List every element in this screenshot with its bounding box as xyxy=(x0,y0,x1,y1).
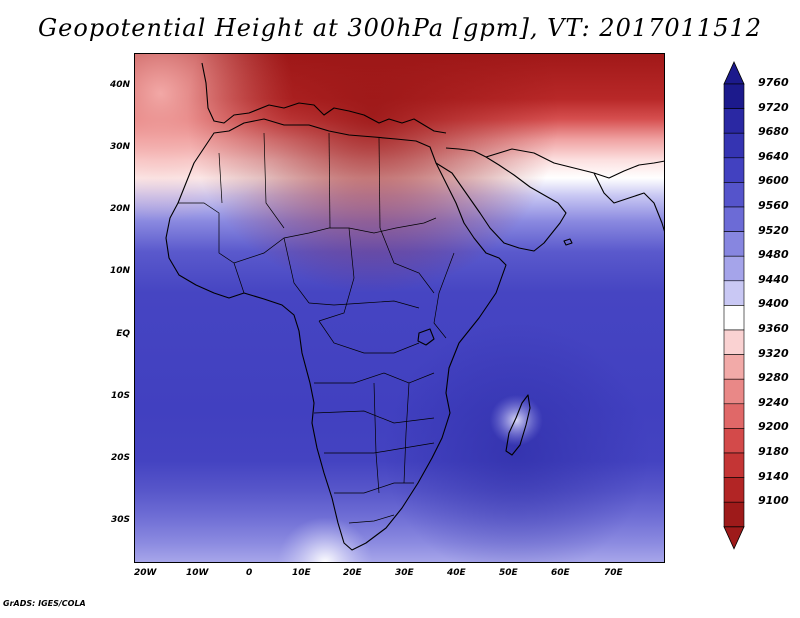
grads-credit: GrADS: IGES/COLA xyxy=(3,599,86,608)
colorbar-label: 9480 xyxy=(758,248,789,262)
country-borders xyxy=(178,132,455,524)
xtick-20w: 20W xyxy=(134,568,157,578)
colorbar-cell xyxy=(723,477,745,503)
xtick-60e: 60E xyxy=(551,568,570,578)
xtick-10w: 10W xyxy=(186,568,209,578)
xtick-50e: 50E xyxy=(499,568,518,578)
colorbar-label: 9100 xyxy=(758,494,789,508)
colorbar-cell xyxy=(723,403,745,429)
xtick-30e: 30E xyxy=(395,568,414,578)
colorbar-label: 9680 xyxy=(758,125,789,139)
colorbar-cell xyxy=(723,182,745,208)
colorbar-cell xyxy=(723,501,745,528)
colorbar-cell xyxy=(723,157,745,183)
colorbar-cell xyxy=(723,354,745,380)
colorbar-label: 9140 xyxy=(758,469,789,483)
colorbar-label: 9400 xyxy=(758,297,789,311)
colorbar-label: 9440 xyxy=(758,272,789,286)
colorbar-cell xyxy=(723,452,745,478)
colorbar-label: 9640 xyxy=(758,149,789,163)
ytick-20n: 20N xyxy=(109,204,130,214)
geopotential-map xyxy=(134,53,665,563)
colorbar-label: 9520 xyxy=(758,223,789,237)
ytick-10s: 10S xyxy=(110,391,130,401)
ytick-20s: 20S xyxy=(110,453,130,463)
xtick-0: 0 xyxy=(246,568,253,578)
field-south-white xyxy=(134,53,665,563)
ytick-30s: 30S xyxy=(110,515,130,525)
ytick-10n: 10N xyxy=(109,266,130,276)
colorbar-label: 9200 xyxy=(758,420,789,434)
colorbar-min-arrow xyxy=(723,526,745,550)
colorbar xyxy=(723,61,745,550)
colorbar-cell xyxy=(723,255,745,282)
colorbar-cell xyxy=(723,305,745,331)
colorbar-cell xyxy=(723,108,745,134)
colorbar-cell xyxy=(723,231,745,257)
xtick-20e: 20E xyxy=(343,568,362,578)
colorbar-label: 9600 xyxy=(758,174,789,188)
colorbar-label: 9760 xyxy=(758,76,789,89)
colorbar-cell xyxy=(723,132,745,159)
colorbar-label: 9280 xyxy=(758,371,789,385)
colorbar-cell xyxy=(723,378,745,405)
ytick-30n: 30N xyxy=(109,142,130,152)
coastlines xyxy=(165,62,665,551)
colorbar-cell xyxy=(723,280,745,306)
colorbar-cell xyxy=(723,83,745,109)
colorbar-cell xyxy=(723,329,745,355)
colorbar-cell xyxy=(723,206,745,232)
colorbar-label: 9560 xyxy=(758,199,789,212)
xtick-70e: 70E xyxy=(604,568,623,578)
colorbar-cell xyxy=(723,428,745,454)
ytick-40n: 40N xyxy=(109,80,130,90)
colorbar-label: 9320 xyxy=(758,346,789,360)
colorbar-label: 9720 xyxy=(758,100,789,114)
colorbar-max-arrow xyxy=(723,61,745,85)
colorbar-label: 9180 xyxy=(758,445,789,458)
map-title: Geopotential Height at 300hPa [gpm], VT:… xyxy=(38,14,762,42)
xtick-10e: 10E xyxy=(292,568,311,578)
xtick-40e: 40E xyxy=(447,568,466,578)
ytick-eq: EQ xyxy=(116,329,130,339)
map-frame xyxy=(134,53,665,563)
colorbar-label: 9240 xyxy=(758,395,789,409)
colorbar-label: 9360 xyxy=(758,322,789,335)
